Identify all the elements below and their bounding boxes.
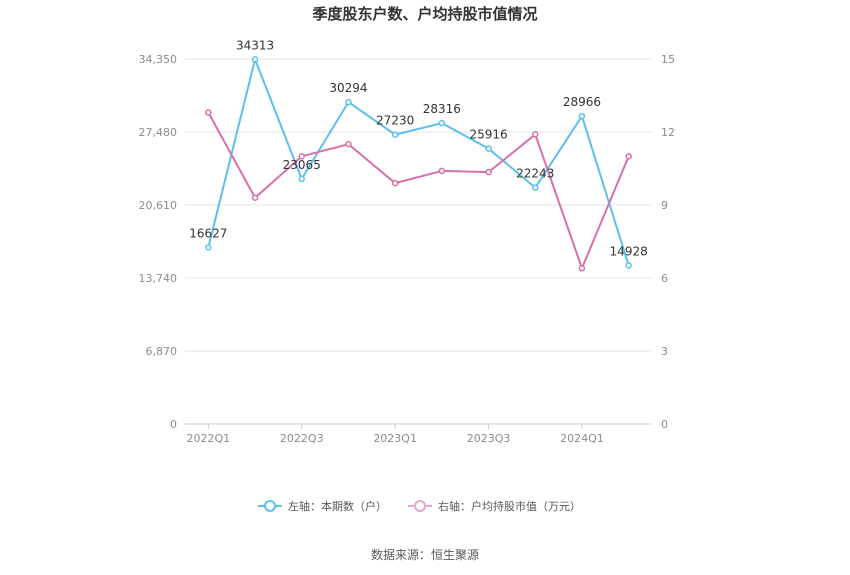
left-series-point [578, 112, 586, 120]
left-series-point [532, 184, 539, 191]
legend-right-marker-icon [414, 500, 426, 512]
data-label: 22243 [516, 167, 554, 181]
right-series-point [625, 153, 632, 160]
right-series-point [298, 153, 305, 160]
right-tick-label: 3 [661, 345, 668, 358]
left-tick-label: 27,480 [139, 126, 178, 139]
left-tick-label: 6,870 [146, 345, 178, 358]
data-label: 30294 [329, 81, 367, 95]
grid-lines [185, 58, 652, 425]
right-series-point [205, 109, 212, 116]
data-label: 28316 [423, 102, 461, 116]
right-tick-label: 0 [661, 418, 668, 431]
x-tick-label: 2022Q1 [187, 432, 231, 445]
left-series-point [298, 175, 305, 183]
series-layer [205, 56, 632, 272]
left-series-point [251, 56, 259, 63]
data-label: 16627 [189, 226, 227, 240]
legend-item-left-series[interactable]: 左轴：本期数（户） [258, 499, 387, 513]
left-series-point [391, 131, 399, 138]
right-series-point [532, 131, 539, 138]
left-series-point [438, 119, 446, 127]
right-tick-label: 12 [661, 126, 675, 139]
right-series-point [485, 168, 492, 176]
x-tick-label: 2024Q1 [560, 432, 604, 445]
data-label: 28966 [563, 95, 601, 109]
left-axis-ticks: 0 6,870 13,740 20,610 27,480 34,350 [139, 53, 178, 431]
right-series-point [345, 140, 352, 148]
left-series-point [625, 262, 632, 269]
x-tick-label: 2023Q3 [467, 432, 511, 445]
data-label: 23065 [283, 158, 321, 172]
left-tick-label: 0 [170, 418, 177, 431]
data-label: 14928 [610, 244, 648, 258]
left-series-point [205, 244, 212, 251]
left-tick-label: 34,350 [139, 53, 178, 66]
legend-left-marker-icon [264, 500, 276, 512]
legend[interactable]: 左轴：本期数（户） 右轴：户均持股市值（万元） [258, 499, 581, 513]
right-series-line [207, 112, 630, 270]
data-labels: 16627 34313 23065 30294 27230 28316 25916 22243… [189, 38, 647, 258]
right-axis-ticks: 0 3 6 9 12 15 [661, 53, 675, 431]
data-source: 数据来源：恒生聚源 [371, 547, 479, 562]
right-series-point [391, 179, 399, 187]
left-series-point [485, 145, 492, 152]
left-tick-label: 20,610 [139, 199, 178, 212]
right-tick-label: 6 [661, 272, 668, 285]
chart-title: 季度股东户数、户均持股市值情况 [312, 5, 537, 23]
right-series-point [438, 167, 446, 175]
x-axis-ticks: 2022Q1 2022Q3 2023Q1 2023Q3 2024Q1 [187, 424, 604, 445]
left-tick-label: 13,740 [139, 272, 178, 285]
right-tick-label: 9 [661, 199, 668, 212]
data-label: 34313 [236, 38, 274, 52]
data-label: 27230 [376, 114, 414, 128]
left-series-line [207, 58, 630, 266]
right-series-point [578, 265, 586, 272]
left-series-point [345, 98, 352, 106]
x-tick-label: 2023Q1 [373, 432, 417, 445]
legend-right-label: 右轴：户均持股市值（万元） [438, 499, 581, 513]
right-series-point [251, 194, 259, 201]
legend-left-label: 左轴：本期数（户） [288, 499, 387, 513]
data-label: 25916 [469, 128, 507, 142]
x-tick-label: 2022Q3 [280, 432, 324, 445]
right-tick-label: 15 [661, 53, 675, 66]
legend-item-right-series[interactable]: 右轴：户均持股市值（万元） [408, 499, 581, 513]
